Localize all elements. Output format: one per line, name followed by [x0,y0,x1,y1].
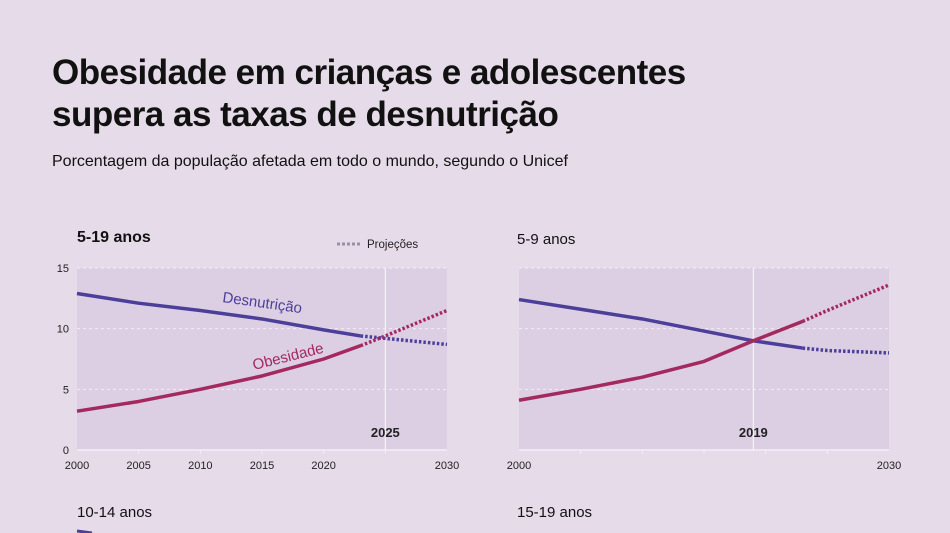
x-tick-label: 2010 [188,460,212,472]
plot-area [519,268,889,450]
x-tick-label: 2020 [311,460,335,472]
x-tick-label: 2030 [435,460,459,472]
marker-year-label: 2025 [371,425,400,440]
panel-title-15-19: 15-19 anos [517,504,593,521]
y-tick-label: 10 [57,324,69,336]
x-tick-label: 2030 [877,460,901,472]
x-tick-label: 2005 [126,460,150,472]
page-title: Obesidade em crianças e adolescentes sup… [52,52,686,136]
series-line-1 [76,344,362,413]
title-line-2: supera as taxas de desnutrição [52,95,559,134]
marker-year-label: 2019 [739,425,768,440]
x-tick-label: 2015 [250,460,274,472]
y-tick-label: 5 [63,384,69,396]
x-tick-label: 2000 [65,460,89,472]
y-tick-label: 0 [63,445,69,457]
subtitle: Porcentagem da população afetada em todo… [52,153,568,170]
series-line-0 [518,297,803,350]
panel-title-5-19: 5-19 anos [77,229,151,246]
panel-title-10-14: 10-14 anos [77,504,153,521]
series-line-0 [76,291,361,338]
y-tick-label: 15 [57,263,69,275]
panel-title-5-9: 5-9 anos [517,231,576,248]
title-line-1: Obesidade em crianças e adolescentes [52,53,686,92]
projection-legend-label: Projeções [367,239,418,251]
x-tick-label: 2000 [507,460,531,472]
series-line-1 [518,319,804,402]
